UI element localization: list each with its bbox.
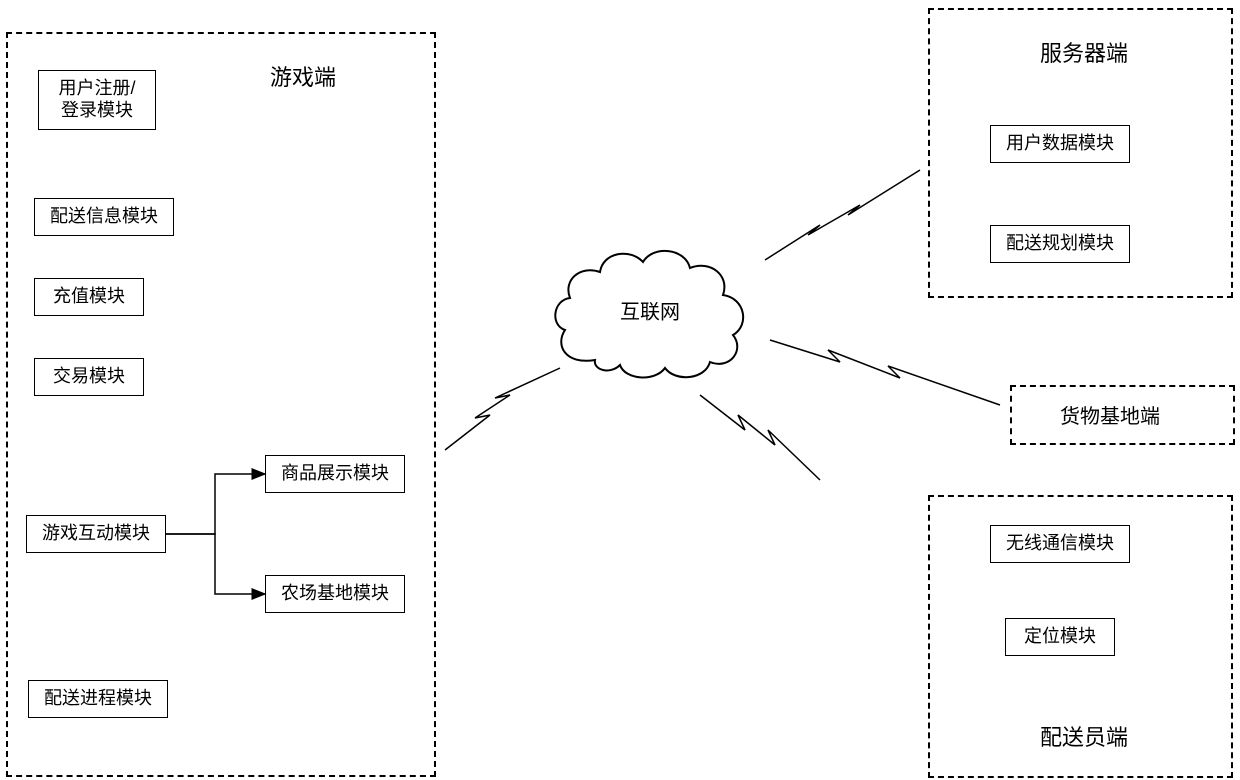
module-game-interaction: 游戏互动模块 xyxy=(26,515,166,553)
module-delivery-progress: 配送进程模块 xyxy=(28,680,168,718)
module-wireless-comm: 无线通信模块 xyxy=(990,525,1130,563)
internet-cloud: 互联网 xyxy=(545,230,755,390)
server-side-title: 服务器端 xyxy=(1040,36,1128,68)
goods-base-title: 货物基地端 xyxy=(1060,400,1160,429)
module-user-data: 用户数据模块 xyxy=(990,125,1130,163)
module-register-login: 用户注册/ 登录模块 xyxy=(38,70,156,130)
zigzag-game-cloud xyxy=(445,368,560,450)
zigzag-cloud-courier xyxy=(700,395,820,480)
internet-label: 互联网 xyxy=(620,296,680,325)
module-delivery-planning: 配送规划模块 xyxy=(990,225,1130,263)
game-side-container xyxy=(6,32,436,777)
game-side-title: 游戏端 xyxy=(270,60,336,92)
module-farm-base: 农场基地模块 xyxy=(265,575,405,613)
module-transaction: 交易模块 xyxy=(34,358,144,396)
courier-side-title: 配送员端 xyxy=(1040,720,1128,752)
zigzag-cloud-goods xyxy=(770,340,1000,405)
module-delivery-info: 配送信息模块 xyxy=(34,198,174,236)
module-recharge: 充值模块 xyxy=(34,278,144,316)
module-positioning: 定位模块 xyxy=(1005,618,1115,656)
module-product-display: 商品展示模块 xyxy=(265,455,405,493)
zigzag-cloud-server xyxy=(765,170,920,260)
